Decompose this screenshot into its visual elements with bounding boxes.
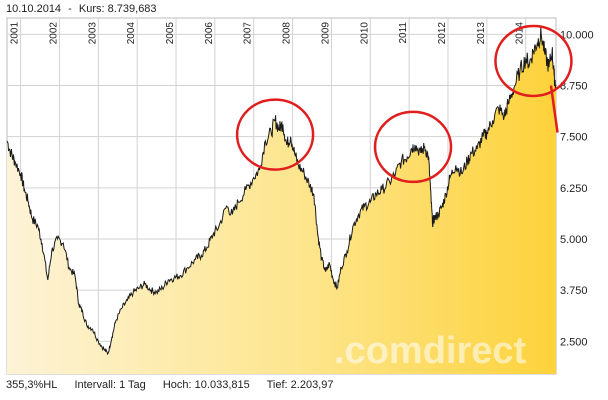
footer-high-value: 10.033,815 [194,379,250,391]
annotation-arrow [549,85,559,133]
annotation-circle [373,110,453,184]
x-tick-label: 2012 [437,22,448,45]
footer-high-label: Hoch: [162,379,192,391]
y-axis: 2.500 3.750 5.000 6.250 7.500 8.750 10.000 [560,29,594,348]
annotation-circle [235,98,315,171]
x-tick-label: 2005 [165,22,176,45]
y-tick-label: 3.750 [560,285,588,297]
x-tick-label: 2008 [282,22,293,45]
x-tick-label: 2014 [515,22,526,45]
annotations [235,24,573,184]
y-tick-label: 5.000 [560,234,588,246]
x-tick-label: 2003 [87,22,98,45]
footer-low-value: 2.203,97 [290,379,334,391]
x-tick-label: 2007 [243,22,254,45]
price-line [6,26,557,355]
y-tick-label: 2.500 [560,336,588,348]
header-price-label: Kurs: [78,3,105,15]
x-tick-label: 2011 [398,22,409,44]
footer-low-label: Tief: [266,379,288,391]
x-tick-label: 2013 [476,22,487,45]
header-separator: - [68,3,72,15]
annotation-circle [494,24,573,98]
footer-interval-label: Intervall: [74,379,117,391]
x-tick-label: 2001 [10,22,21,45]
footer-interval-value: 1 Tag [119,379,146,391]
x-tick-label: 2009 [320,22,331,45]
header-date: 10.10.2014 [6,3,62,15]
y-tick-label: 6.250 [560,183,588,195]
header-price-value: 8.739,683 [107,3,157,15]
price-area [7,26,556,375]
y-tick-label: 8.750 [560,81,588,93]
x-axis: 2001 2002 2003 2004 2005 2006 2007 2008 2009 2010… [10,22,526,45]
x-tick-label: 2002 [48,22,59,45]
x-tick-label: 2004 [126,22,137,45]
x-tick-label: 2006 [204,22,215,45]
chart-header: 10.10.2014 - Kurs: 8.739,683 [6,3,157,15]
y-tick-label: 10.000 [560,29,594,41]
watermark: .comdirect [334,330,527,372]
x-tick-label: 2010 [359,22,370,45]
chart-footer: 355,3%HL Intervall: 1 Tag Hoch: 10.033,8… [6,379,347,391]
y-tick-label: 7.500 [560,132,588,144]
footer-change: 355,3%HL [6,379,58,391]
